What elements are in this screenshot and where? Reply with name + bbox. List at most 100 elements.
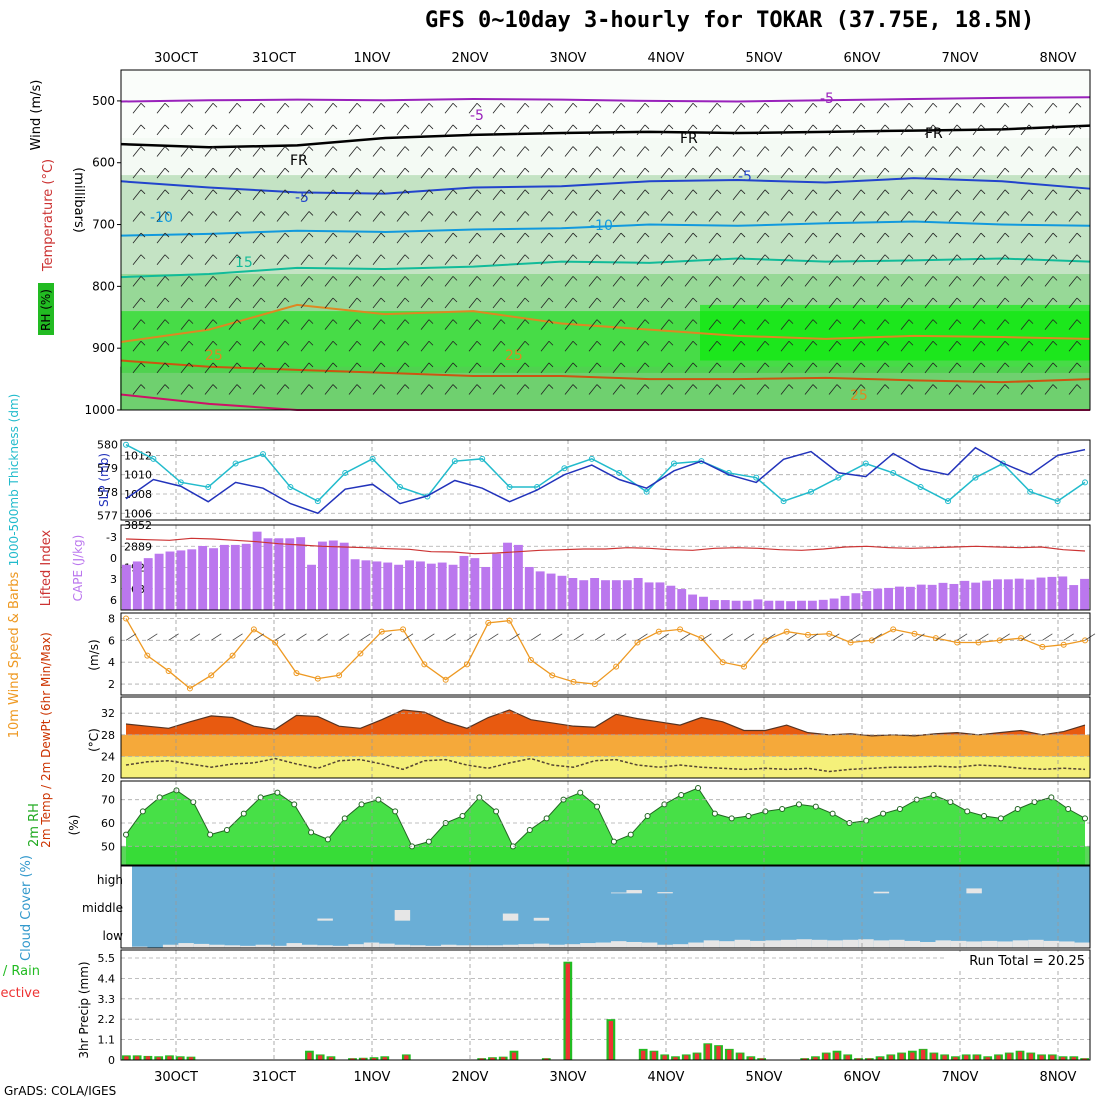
wind-barb xyxy=(452,276,458,281)
wind-barb xyxy=(492,189,502,201)
precip-convective-bar xyxy=(188,1057,194,1060)
wind-barb xyxy=(276,189,286,201)
wind-barb xyxy=(876,384,886,395)
wind-barb xyxy=(524,167,530,173)
precip-convective-bar xyxy=(178,1057,183,1060)
wind-barb xyxy=(1068,297,1078,309)
wind-barb xyxy=(756,254,766,265)
wind-barb xyxy=(692,319,698,324)
wind-barb xyxy=(147,633,158,641)
wind-barb xyxy=(588,124,598,136)
wind-barb xyxy=(948,362,958,374)
rh-marker xyxy=(930,792,937,798)
wind-barb xyxy=(636,146,646,157)
cloud-low-bar xyxy=(193,943,210,948)
wind-barb xyxy=(764,232,770,238)
wind-barb xyxy=(956,384,962,389)
wind-barb xyxy=(180,211,190,222)
x-tick-label-bottom: 7NOV xyxy=(942,1070,979,1085)
wind-barb xyxy=(948,254,958,265)
cape-bar xyxy=(459,555,469,610)
wind-barb xyxy=(740,340,746,346)
wind-barb xyxy=(188,254,194,260)
y-tick-label: 1.1 xyxy=(98,1034,116,1047)
wind-barb xyxy=(492,362,502,374)
wind-barb xyxy=(444,276,454,287)
wind-barb xyxy=(876,276,886,287)
cape-bar xyxy=(644,582,654,610)
wind-barb xyxy=(516,276,526,287)
wind-barb xyxy=(860,340,866,346)
wind-barb xyxy=(860,232,866,238)
wind-barb xyxy=(980,189,986,195)
wind-barb xyxy=(404,319,410,324)
cape-bar xyxy=(677,589,687,610)
wind-barb xyxy=(212,232,218,238)
wind-barb xyxy=(780,232,790,244)
wind-barb xyxy=(228,103,238,114)
wind-barb xyxy=(876,254,886,265)
wind-barb xyxy=(692,124,698,130)
wind-barb xyxy=(900,384,910,395)
wind-barb xyxy=(620,254,626,260)
wind-barb xyxy=(948,124,958,136)
wind-barb xyxy=(788,167,794,173)
wind-barb xyxy=(612,276,622,287)
wind-barb xyxy=(156,384,166,395)
wind-barb xyxy=(276,341,286,352)
wind-barb xyxy=(996,124,1006,136)
wind-barb xyxy=(500,276,506,281)
wind-barb xyxy=(732,384,742,395)
wind-barb xyxy=(1076,319,1082,324)
wind-barb xyxy=(284,362,290,368)
wind-barb xyxy=(156,341,166,352)
wind-barb xyxy=(424,633,435,641)
wind-barb xyxy=(404,384,410,389)
wind-barb xyxy=(1020,362,1030,374)
cape-bar xyxy=(132,561,142,610)
wind-barb xyxy=(348,276,358,287)
wind-barb xyxy=(572,384,578,389)
temperature-contour-line xyxy=(120,359,1091,384)
wind-barb xyxy=(612,362,622,374)
wind-barb xyxy=(684,124,694,136)
wind-barb xyxy=(156,211,166,222)
wind-barb xyxy=(756,297,766,309)
wind-barb xyxy=(1004,340,1010,346)
wind-speed-marker xyxy=(911,630,918,637)
cape-bar xyxy=(1080,578,1089,610)
wind-barb xyxy=(524,211,530,216)
wind-barb xyxy=(596,362,602,368)
wind-barb xyxy=(996,189,1006,201)
cloud-low-bar xyxy=(981,940,998,948)
x-tick-label-bottom: 8NOV xyxy=(1040,1070,1077,1085)
wind-barb xyxy=(204,341,214,352)
rh-marker xyxy=(190,799,197,805)
wind-barb xyxy=(204,232,214,244)
wind-barb xyxy=(380,276,386,281)
wind-barb xyxy=(324,276,334,287)
wind-barb xyxy=(620,102,626,108)
cape-bar xyxy=(252,531,262,610)
wind-barb xyxy=(132,384,142,395)
wind-barb xyxy=(708,232,718,244)
wind-barb xyxy=(396,146,406,157)
wind-barb xyxy=(1076,146,1082,151)
wind-barb xyxy=(572,211,578,216)
wind-barb xyxy=(932,254,938,260)
rh-marker xyxy=(728,815,735,822)
wind-barb xyxy=(1028,124,1034,130)
wind-barb xyxy=(284,232,290,238)
wind-barb xyxy=(308,340,314,346)
wind-barb xyxy=(860,102,866,108)
cloud-low-bar xyxy=(873,940,890,948)
wind-barb xyxy=(692,384,698,389)
wind-barb xyxy=(596,384,602,389)
wind-barb xyxy=(444,384,454,395)
wind-barb xyxy=(204,189,214,201)
wind-barb xyxy=(636,254,646,265)
wind-barb xyxy=(660,146,670,157)
wind-barb xyxy=(884,146,890,151)
wind-speed-marker xyxy=(570,678,577,685)
